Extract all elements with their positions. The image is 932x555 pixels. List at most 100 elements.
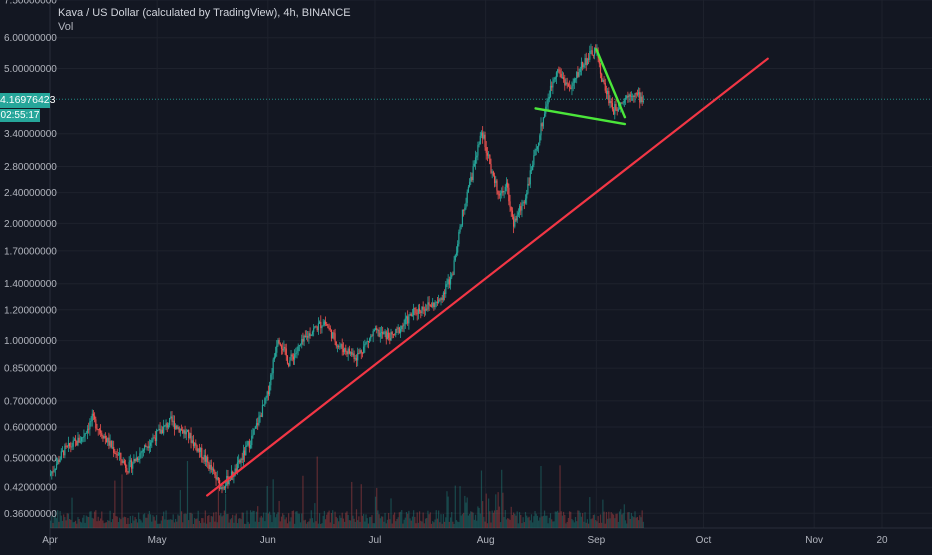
- y-tick-label: 1.40000000: [4, 279, 57, 290]
- candle-body: [441, 298, 443, 300]
- volume-bar: [248, 523, 250, 528]
- volume-bar: [592, 514, 594, 528]
- volume-bar: [204, 510, 206, 528]
- candle-body: [333, 332, 335, 334]
- candle-body: [52, 471, 54, 473]
- volume-bar: [92, 518, 95, 528]
- x-axis[interactable]: Apr May Jun Jul Aug Sep Oct Nov 20: [42, 535, 888, 546]
- candle-body: [85, 432, 87, 434]
- candle-body: [253, 428, 255, 435]
- candle-body: [579, 68, 581, 73]
- candle-body: [147, 446, 149, 449]
- candle-body: [194, 442, 196, 447]
- volume-bar: [545, 515, 547, 528]
- y-axis[interactable]: 7.50000000 6.00000000 5.00000000 3.40000000…: [4, 0, 57, 520]
- candle-body: [568, 86, 571, 88]
- candle-body: [433, 302, 435, 308]
- volume-bar: [584, 512, 586, 528]
- candle-body: [295, 353, 297, 355]
- support-trendline[interactable]: [206, 57, 769, 497]
- trendlines[interactable]: [206, 48, 769, 497]
- volume-bar: [263, 512, 265, 528]
- candle-body: [603, 79, 605, 84]
- candle-body: [548, 96, 550, 99]
- candle-body: [635, 93, 637, 95]
- volume-bar: [349, 520, 352, 528]
- volume-bar: [620, 509, 622, 528]
- volume-bar: [403, 519, 405, 528]
- volume-bar: [299, 522, 302, 528]
- volume-bar: [515, 515, 517, 528]
- candle-body: [167, 425, 170, 428]
- candle-body: [474, 157, 477, 164]
- candle-body: [120, 452, 122, 460]
- candle-body: [64, 445, 66, 456]
- volume-bar: [526, 515, 528, 528]
- candle-body: [346, 351, 348, 355]
- candle-body: [92, 413, 95, 416]
- volume-bar: [480, 470, 483, 528]
- volume-bar: [197, 510, 199, 528]
- y-tick-label: 2.40000000: [4, 188, 57, 199]
- volume-bar: [428, 514, 430, 528]
- candle-body: [498, 194, 500, 196]
- candle-body: [403, 324, 405, 326]
- volume-bar: [195, 519, 197, 528]
- candle-body: [80, 437, 83, 442]
- candle-body: [477, 144, 479, 156]
- candle-body: [272, 359, 274, 374]
- candle-body: [82, 437, 84, 439]
- volume-bar: [621, 514, 623, 528]
- volume-bar: [559, 465, 561, 528]
- candle-body: [484, 134, 486, 148]
- candle-body: [53, 470, 55, 472]
- candle-body: [138, 458, 140, 461]
- volume-bar: [163, 511, 165, 528]
- pattern-trendline[interactable]: [534, 107, 627, 126]
- volume-bar: [468, 513, 471, 528]
- volume-bar: [430, 523, 433, 528]
- candle-body: [101, 432, 103, 436]
- volume-bar: [572, 520, 574, 528]
- volume-bar: [227, 513, 229, 528]
- volume-bar: [601, 522, 603, 528]
- volume-bar: [397, 517, 399, 528]
- candle-body: [324, 321, 327, 324]
- candle-body: [470, 176, 472, 182]
- candle-body: [185, 431, 187, 435]
- pattern-trendline[interactable]: [595, 48, 627, 119]
- volume-bar: [576, 521, 578, 528]
- candle-body: [601, 73, 603, 82]
- volume-bar: [489, 511, 491, 528]
- volume-bar: [138, 512, 140, 528]
- candle-body: [242, 450, 245, 460]
- candle-body: [320, 321, 322, 329]
- volume-bar: [591, 518, 593, 528]
- candle-body: [632, 95, 634, 97]
- volume-bar: [321, 523, 323, 528]
- volume-bar: [74, 520, 77, 528]
- candle-body: [580, 62, 583, 69]
- volume-bar: [609, 518, 611, 528]
- candle-body: [157, 430, 159, 432]
- candle-body: [113, 446, 115, 453]
- candle-body: [323, 321, 325, 326]
- volume-bar: [294, 523, 296, 528]
- volume-bar: [158, 523, 160, 528]
- volume-bar: [104, 522, 106, 528]
- candle-body: [96, 428, 98, 430]
- volume-bar: [482, 501, 484, 528]
- candle-body: [501, 190, 503, 194]
- candle-body: [110, 440, 112, 448]
- volume-bar: [173, 522, 175, 528]
- volume-bar: [636, 516, 639, 528]
- candle-body: [190, 433, 192, 443]
- y-tick-label: 5.00000000: [4, 64, 57, 75]
- volume-bar: [88, 517, 90, 528]
- candle-body: [123, 460, 125, 464]
- candle-body: [604, 83, 606, 91]
- candle-body: [540, 123, 542, 136]
- volume-bar: [424, 518, 427, 528]
